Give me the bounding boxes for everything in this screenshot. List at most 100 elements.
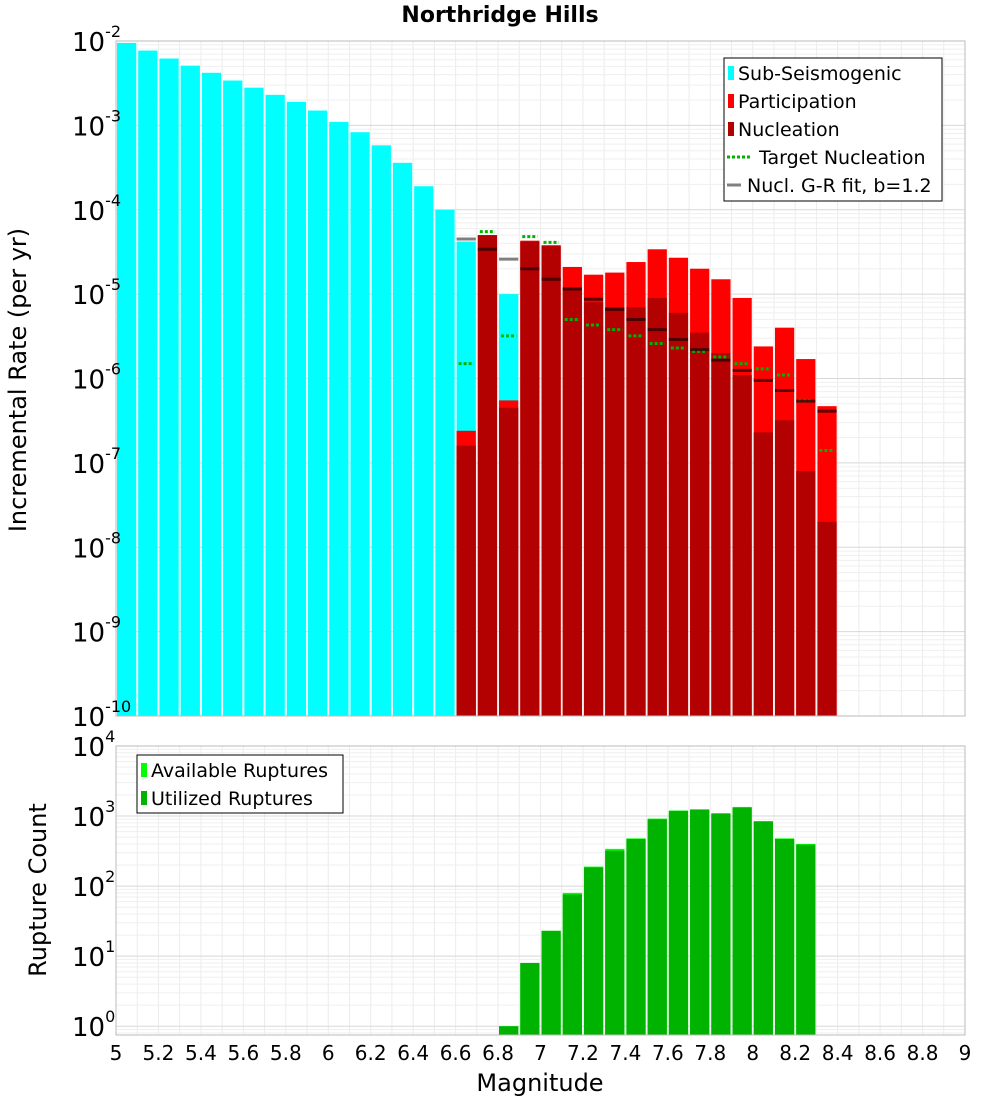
legend-swatch [728, 94, 734, 108]
legend-swatch [728, 66, 734, 80]
legend-swatch [141, 791, 147, 805]
y-tick-label: 10-2 [72, 22, 121, 58]
y-tick-label: 10-7 [72, 444, 121, 480]
bottom-y-axis-label: Rupture Count [24, 803, 52, 977]
x-tick-label: 8.2 [779, 1041, 811, 1065]
y-tick-label: 102 [72, 867, 115, 903]
legend-label: Nucleation [738, 119, 840, 141]
bar [392, 162, 413, 716]
y-tick-label: 100 [72, 1007, 115, 1043]
bar [626, 839, 646, 1035]
x-tick-label: 8.4 [822, 1041, 854, 1065]
bar [308, 110, 328, 716]
x-axis-label: Magnitude [476, 1069, 603, 1097]
x-tick-label: 6 [322, 1041, 335, 1065]
bar [562, 287, 582, 716]
bar [605, 307, 625, 716]
bar [732, 807, 752, 1035]
bar [520, 962, 540, 1035]
x-tick-label: 5.4 [185, 1041, 217, 1065]
x-tick-label: 7.8 [694, 1041, 726, 1065]
bar [774, 839, 795, 1035]
legend-box [136, 754, 344, 814]
legend-label: Nucl. G-R fit, b=1.2 [747, 175, 932, 197]
x-tick-label: 7.6 [652, 1041, 684, 1065]
legend-box [723, 57, 943, 202]
x-tick-label: 5.2 [143, 1041, 175, 1065]
bar [435, 209, 455, 716]
plot-frame [115, 745, 966, 1036]
legend-swatch [141, 763, 147, 777]
bar [371, 145, 391, 717]
bar [753, 821, 773, 1035]
legend-label: Utilized Ruptures [151, 788, 313, 810]
x-tick-label: 5.6 [227, 1041, 259, 1065]
bar [711, 813, 731, 1035]
bar [456, 445, 476, 716]
x-tick-label: 6.8 [482, 1041, 514, 1065]
y-tick-label: 10-4 [72, 191, 121, 227]
bar [499, 407, 519, 716]
bar [477, 235, 498, 716]
x-tick-label: 5.8 [270, 1041, 302, 1065]
bar [414, 186, 434, 716]
chart-title: Northridge Hills [401, 3, 598, 28]
x-tick-label: 9 [959, 1041, 972, 1065]
top-y-axis-label: Incremental Rate (per yr) [4, 228, 32, 532]
series-nucl-g-r-fit-b-1-2 [456, 237, 837, 413]
bar [711, 353, 731, 716]
x-tick-label: 8 [746, 1041, 759, 1065]
y-tick-label: 104 [72, 727, 115, 763]
y-tick-label: 10-10 [72, 697, 131, 733]
x-tick-label: 8.8 [907, 1041, 939, 1065]
series-nucleation [456, 235, 837, 717]
bar [350, 132, 370, 717]
legend-label: Sub-Seismogenic [738, 63, 902, 85]
bar [796, 844, 816, 1035]
bar [201, 72, 222, 717]
bar [223, 80, 243, 716]
series-utilized-ruptures [499, 807, 816, 1035]
bar [286, 101, 307, 716]
bar [159, 58, 179, 716]
bar [541, 246, 561, 716]
bar [626, 307, 646, 716]
bar [520, 241, 540, 717]
x-tick-label: 6.6 [440, 1041, 472, 1065]
x-tick-labels: 5 5.2 5.4 5.6 5.8 6 6.2 6.4 6.6 6.8 7 7.2 7.4 7.6 7.8 8… [110, 1041, 972, 1065]
bottom-plot-area: 100 101 102 103 104 5 5.2 5.4 5.6 5.8 6 6.2 6.4 6.6 6.… [72, 727, 971, 1065]
legend-swatch [728, 122, 734, 136]
bar [732, 375, 752, 716]
top-plot-area: 10-10 10-9 10-8 10-7 10-6 10-5 10-4 10-3 10-2 Sub… [72, 22, 966, 733]
bar [499, 1026, 519, 1035]
legend-label: Participation [738, 91, 857, 113]
bar [329, 121, 349, 716]
bar [138, 50, 158, 717]
bar [605, 850, 625, 1035]
x-tick-label: 7.2 [567, 1041, 599, 1065]
y-tick-label: 10-9 [72, 613, 121, 649]
bar [753, 432, 773, 716]
bar [541, 930, 561, 1035]
bar [244, 87, 264, 716]
legend-label: Available Ruptures [151, 760, 328, 782]
y-tick-label: 10-5 [72, 275, 121, 311]
y-tick-label: 103 [72, 797, 115, 833]
y-tick-label: 10-6 [72, 360, 121, 396]
bar [690, 809, 710, 1035]
y-tick-label: 10-8 [72, 528, 121, 564]
legend: Available Ruptures Utilized Ruptures [136, 754, 344, 814]
y-tick-labels: 100 101 102 103 104 [72, 727, 115, 1043]
bar [583, 302, 604, 716]
x-tick-label: 7.4 [609, 1041, 641, 1065]
bar [180, 65, 200, 716]
bar [690, 332, 710, 716]
legend: Sub-Seismogenic Participation Nucleation Ta… [723, 57, 943, 202]
bar [817, 521, 837, 716]
bar [647, 819, 667, 1035]
legend-label: Target Nucleation [758, 147, 926, 169]
bar [668, 312, 689, 716]
bar [796, 471, 816, 716]
bar [265, 94, 285, 716]
